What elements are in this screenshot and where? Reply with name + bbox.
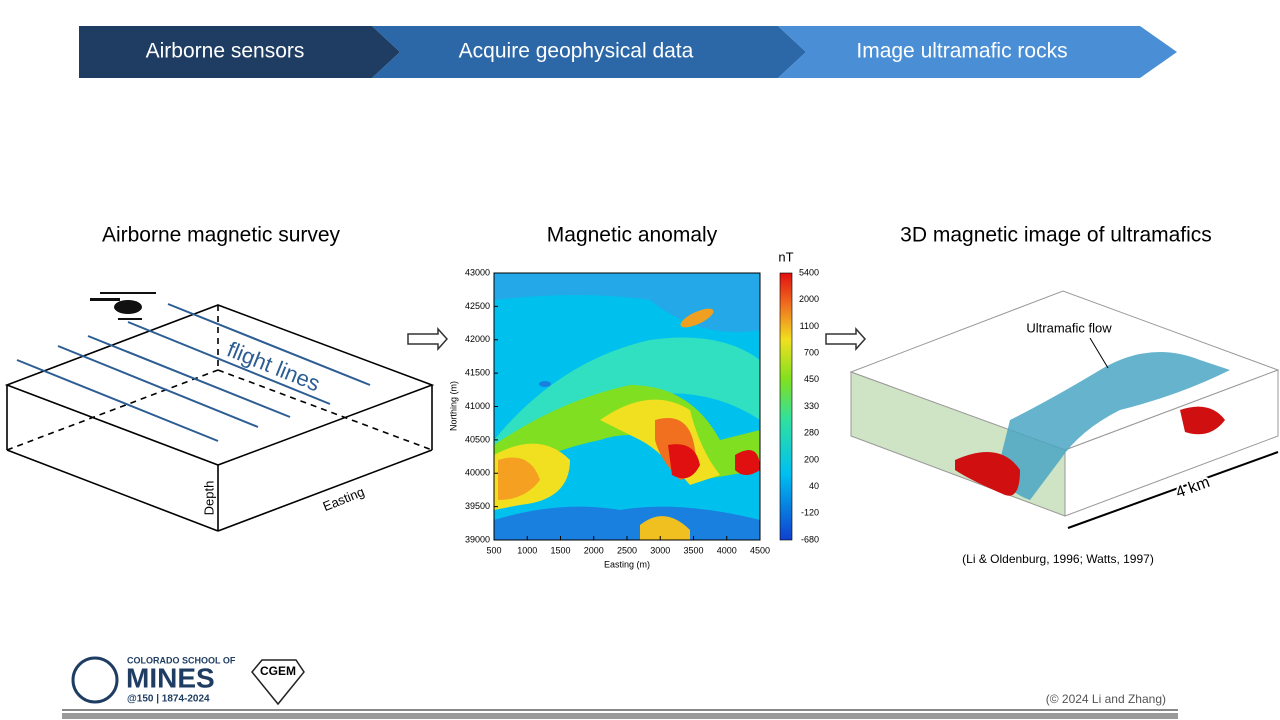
y-tick-label: 39000 xyxy=(465,534,490,544)
cube-front xyxy=(1064,369,1279,517)
colorbar-label: 1100 xyxy=(800,321,819,331)
colorbar-label: 2000 xyxy=(799,294,819,304)
y-tick-label: 41000 xyxy=(465,401,490,411)
colorbar xyxy=(779,272,793,541)
panel-title: Airborne magnetic survey xyxy=(102,224,341,247)
annotation-arrow xyxy=(1089,337,1109,369)
footer-rule xyxy=(62,709,1178,711)
colorbar-label: 700 xyxy=(804,347,819,357)
anomaly-body xyxy=(1180,406,1225,435)
x-tick-label: 500 xyxy=(486,545,501,555)
flight-lines xyxy=(16,303,371,442)
x-tick-label: 4000 xyxy=(717,545,737,555)
anomaly-body xyxy=(955,452,1020,496)
colorbar-unit: nT xyxy=(778,249,793,264)
school-name: MINES xyxy=(126,662,215,693)
colorbar-label: 40 xyxy=(809,481,819,491)
helicopter-icon xyxy=(90,292,156,320)
y-tick-label: 41500 xyxy=(465,368,490,378)
step-label: Image ultramafic rocks xyxy=(856,40,1067,63)
colorbar-label: -680 xyxy=(801,534,819,544)
x-tick-label: 1000 xyxy=(517,545,537,555)
school-line: COLORADO SCHOOL OF xyxy=(127,655,236,665)
panel-title: 3D magnetic image of ultramafics xyxy=(900,224,1212,247)
step-arrow xyxy=(778,26,1177,78)
y-tick-label: 40000 xyxy=(465,468,490,478)
panel-title: Magnetic anomaly xyxy=(547,224,718,247)
y-tick-label: 43000 xyxy=(465,267,490,277)
x-tick-label: 2500 xyxy=(617,545,637,555)
arrow xyxy=(825,327,867,351)
citation: (Li & Oldenburg, 1996; Watts, 1997) xyxy=(962,552,1154,566)
cgem-logo xyxy=(251,659,305,706)
annotation: Ultramafic flow xyxy=(1026,320,1112,335)
colorbar-label: 5400 xyxy=(799,267,819,277)
copyright: (© 2024 Li and Zhang) xyxy=(1046,692,1166,706)
axis-label: Northing (m) xyxy=(448,381,458,431)
colorbar-label: -120 xyxy=(801,508,819,518)
step-arrow xyxy=(372,26,806,78)
step-arrow xyxy=(79,26,400,78)
colorbar-label: 280 xyxy=(804,428,819,438)
y-tick-label: 42000 xyxy=(465,334,490,344)
colorbar-label: 450 xyxy=(804,374,819,384)
x-tick-label: 2000 xyxy=(584,545,604,555)
colorbar-label: 330 xyxy=(804,401,819,411)
cgem-label: CGEM xyxy=(260,664,296,678)
arrow xyxy=(407,327,449,351)
survey-box xyxy=(4,304,435,532)
axis-label: Easting xyxy=(321,484,367,514)
x-tick-label: 1500 xyxy=(550,545,570,555)
y-tick-label: 42500 xyxy=(465,301,490,311)
step-label: Airborne sensors xyxy=(146,40,305,63)
x-tick-label: 3000 xyxy=(650,545,670,555)
scale-line xyxy=(1067,451,1279,529)
x-tick-label: 3500 xyxy=(683,545,703,555)
school-anniversary: @150 | 1874-2024 xyxy=(127,694,210,705)
anomaly-map xyxy=(494,273,760,540)
colorbar-label: 200 xyxy=(804,454,819,464)
scale-label: 4 km xyxy=(1174,474,1212,502)
ultramafic-body xyxy=(1000,352,1230,500)
step-label: Acquire geophysical data xyxy=(459,40,694,63)
axis-label: Depth xyxy=(201,481,216,516)
y-tick-label: 39500 xyxy=(465,501,490,511)
footer-bar xyxy=(62,713,1178,719)
axis-label: Easting (m) xyxy=(604,559,650,569)
school-seal xyxy=(71,656,119,704)
y-tick-label: 40500 xyxy=(465,434,490,444)
x-tick-label: 4500 xyxy=(750,545,770,555)
